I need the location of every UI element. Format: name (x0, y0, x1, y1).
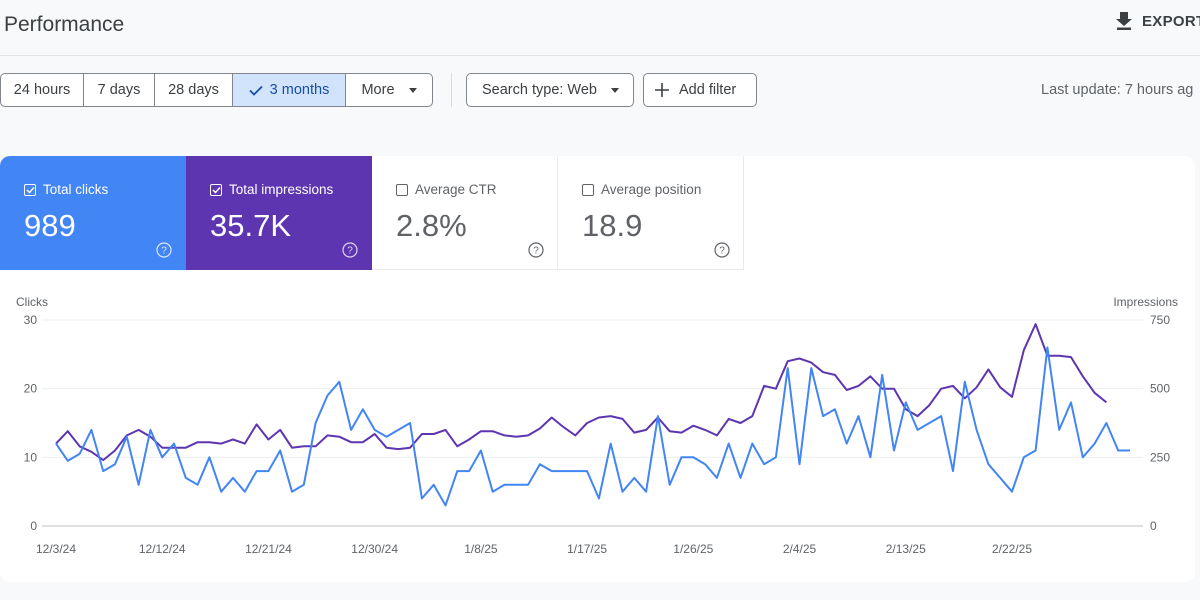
series-line-clicks (55, 346, 1130, 507)
checkbox-unchecked-icon[interactable] (396, 183, 408, 196)
x-tick-label: 1/17/25 (567, 542, 607, 556)
range-label: 24 hours (13, 82, 71, 98)
svg-text:?: ? (719, 246, 725, 257)
range-label: 3 months (269, 82, 330, 98)
metric-value: 989 (24, 208, 76, 243)
y-right-axis-label: Impressions (1113, 295, 1178, 309)
more-label: More (361, 82, 395, 98)
x-tick-label: 1/26/25 (673, 542, 713, 556)
x-tick-label: 12/12/24 (139, 542, 186, 556)
svg-text:?: ? (533, 246, 539, 257)
range-label: 28 days (168, 82, 219, 98)
y-left-tick-label: 0 (30, 519, 37, 533)
x-tick-label: 12/3/24 (36, 542, 76, 556)
metric-total-clicks[interactable]: Total clicks 989 ? (0, 156, 186, 270)
add-filter-button[interactable]: Add filter (643, 73, 757, 107)
y-left-tick-label: 30 (24, 313, 38, 327)
x-tick-label: 2/4/25 (783, 542, 817, 556)
metric-header: Total clicks (24, 182, 108, 197)
metric-total-impressions[interactable]: Total impressions 35.7K ? (186, 156, 372, 270)
checkbox-unchecked-icon[interactable] (582, 183, 594, 196)
metric-label: Average position (601, 182, 702, 197)
metric-header: Average CTR (396, 182, 497, 197)
performance-chart[interactable]: 0 10 20 30 0 250 500 750 Clicks Impressions 12/3/2… (0, 156, 1195, 582)
help-icon[interactable]: ? (714, 242, 730, 263)
metric-average-ctr[interactable]: Average CTR 2.8% ? (372, 156, 558, 270)
metric-value: 18.9 (582, 208, 643, 243)
y-right-tick-label: 0 (1150, 519, 1157, 533)
x-tick-label: 12/21/24 (245, 542, 292, 556)
check-icon (249, 85, 263, 96)
download-icon (1116, 12, 1132, 30)
toolbar: 24 hours 7 days 28 days 3 months More Se… (0, 73, 1200, 107)
chevron-down-icon (611, 87, 619, 93)
x-tick-label: 12/30/24 (351, 542, 398, 556)
page-title: Performance (4, 13, 125, 36)
search-type-dropdown[interactable]: Search type: Web (466, 73, 634, 107)
range-24-hours-button[interactable]: 24 hours (1, 74, 84, 106)
metric-label: Total impressions (229, 182, 334, 197)
metric-header: Average position (582, 182, 701, 197)
performance-card: Total clicks 989 ? Total impressions 35.… (0, 156, 1195, 582)
svg-text:?: ? (161, 246, 167, 257)
checkbox-checked-icon[interactable] (210, 183, 222, 196)
help-icon[interactable]: ? (528, 242, 544, 263)
last-update-text: Last update: 7 hours ag (1041, 82, 1194, 98)
y-right-tick-label: 750 (1150, 313, 1170, 327)
metric-average-position[interactable]: Average position 18.9 ? (558, 156, 744, 270)
x-tick-label: 2/13/25 (886, 542, 926, 556)
metric-value: 2.8% (396, 208, 467, 243)
y-right-tick-label: 500 (1150, 382, 1170, 396)
metric-value: 35.7K (210, 208, 292, 243)
search-type-label: Search type: Web (482, 82, 597, 98)
checkbox-checked-icon[interactable] (24, 183, 36, 196)
export-button[interactable]: EXPORT (1116, 12, 1200, 30)
range-28-days-button[interactable]: 28 days (155, 74, 233, 106)
x-tick-label: 1/8/25 (464, 542, 498, 556)
range-7-days-button[interactable]: 7 days (84, 74, 155, 106)
metric-header: Total impressions (210, 182, 333, 197)
y-left-tick-label: 20 (24, 382, 38, 396)
plus-icon (655, 83, 669, 97)
help-icon[interactable]: ? (156, 242, 172, 263)
range-label: 7 days (97, 82, 141, 98)
metric-label: Average CTR (415, 182, 497, 197)
help-icon[interactable]: ? (342, 242, 358, 263)
date-range-selector: 24 hours 7 days 28 days 3 months More (0, 73, 433, 107)
more-ranges-dropdown[interactable]: More (346, 74, 432, 106)
chevron-down-icon (408, 87, 417, 93)
range-3-months-button[interactable]: 3 months (233, 74, 346, 106)
toolbar-divider (451, 73, 452, 107)
svg-text:?: ? (347, 246, 353, 257)
add-filter-label: Add filter (679, 82, 737, 98)
y-left-axis-label: Clicks (16, 295, 48, 309)
page-header: Performance EXPORT (0, 0, 1200, 56)
y-right-tick-label: 250 (1150, 450, 1170, 464)
x-tick-label: 2/22/25 (992, 542, 1032, 556)
metric-label: Total clicks (43, 182, 109, 197)
export-label: EXPORT (1142, 12, 1200, 30)
series-line-impressions (55, 323, 1108, 462)
y-left-tick-label: 10 (24, 450, 38, 464)
